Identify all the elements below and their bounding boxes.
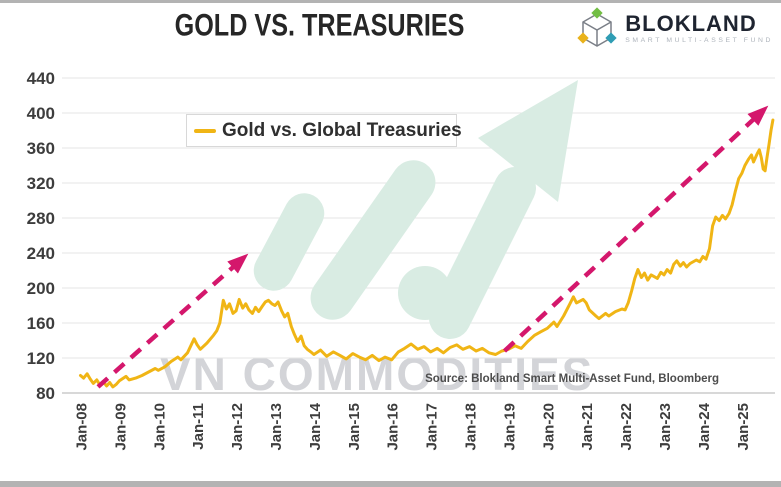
- y-axis-tick-label: 280: [27, 209, 55, 228]
- x-axis-tick-label: Jan-17: [424, 403, 441, 451]
- y-axis-tick-label: 160: [27, 314, 55, 333]
- x-axis-tick-label: Jan-21: [579, 403, 596, 451]
- y-axis-tick-label: 320: [27, 174, 55, 193]
- chart-legend: Gold vs. Global Treasuries: [186, 114, 462, 147]
- y-axis-tick-label: 360: [27, 139, 55, 158]
- trend-arrow: [96, 253, 249, 389]
- top-border: [0, 0, 781, 3]
- x-axis-tick-label: Jan-19: [501, 403, 518, 451]
- trend-arrows: [96, 105, 769, 389]
- page-title-wrap: GOLD VS. TREASURIES: [20, 8, 620, 43]
- y-axis-tick-label: 120: [27, 349, 55, 368]
- growth-arrow-watermark: [253, 80, 578, 339]
- x-axis-tick-label: Jan-20: [540, 403, 557, 451]
- x-axis-tick-label: Jan-18: [463, 403, 480, 451]
- x-axis-tick-label: Jan-14: [307, 402, 324, 450]
- brand-text: BLOKLAND SMART MULTI-ASSET FUND: [625, 13, 773, 45]
- y-axis-tick-label: 400: [27, 104, 55, 123]
- x-axis-tick-label: Jan-08: [74, 403, 91, 451]
- series-lines: [79, 118, 775, 389]
- y-axis-tick-label: 240: [27, 244, 55, 263]
- gold-vs-treasuries-line: [79, 118, 775, 389]
- x-axis-tick-label: Jan-12: [229, 403, 246, 451]
- brand-subtitle: SMART MULTI-ASSET FUND: [625, 37, 773, 45]
- y-axis-tick-label: 80: [36, 384, 55, 403]
- x-axis-tick-label: Jan-24: [696, 402, 713, 450]
- x-axis-tick-label: Jan-11: [190, 403, 207, 450]
- trend-arrow: [502, 105, 769, 353]
- y-axis-tick-label: 200: [27, 279, 55, 298]
- brand-name: BLOKLAND: [625, 11, 757, 37]
- blokland-cube-icon: [577, 7, 617, 47]
- y-axis-tick-label: 440: [27, 69, 55, 88]
- x-axis-tick-label: Jan-09: [112, 403, 129, 451]
- x-axis-tick-label: Jan-13: [268, 403, 285, 451]
- legend-line-swatch: [194, 128, 216, 133]
- x-axis-tick-label: Jan-16: [385, 403, 402, 451]
- brand-logo: BLOKLAND SMART MULTI-ASSET FUND: [576, 7, 773, 51]
- x-axis-tick-label: Jan-23: [657, 403, 674, 451]
- x-axis-tick-label: Jan-25: [735, 403, 752, 451]
- axis-labels: 80 120 160 200 240 280 320 360 400 440 Jan-08 Jan-0…: [27, 69, 752, 451]
- page-title: GOLD VS. TREASURIES: [175, 8, 465, 43]
- bottom-border: [0, 481, 781, 487]
- x-axis-tick-label: Jan-22: [618, 403, 635, 451]
- x-axis-tick-label: Jan-15: [346, 403, 363, 451]
- x-axis-tick-label: Jan-10: [151, 403, 168, 451]
- legend-label: Gold vs. Global Treasuries: [222, 119, 462, 141]
- source-note: Source: Blokland Smart Multi-Asset Fund,…: [425, 373, 719, 385]
